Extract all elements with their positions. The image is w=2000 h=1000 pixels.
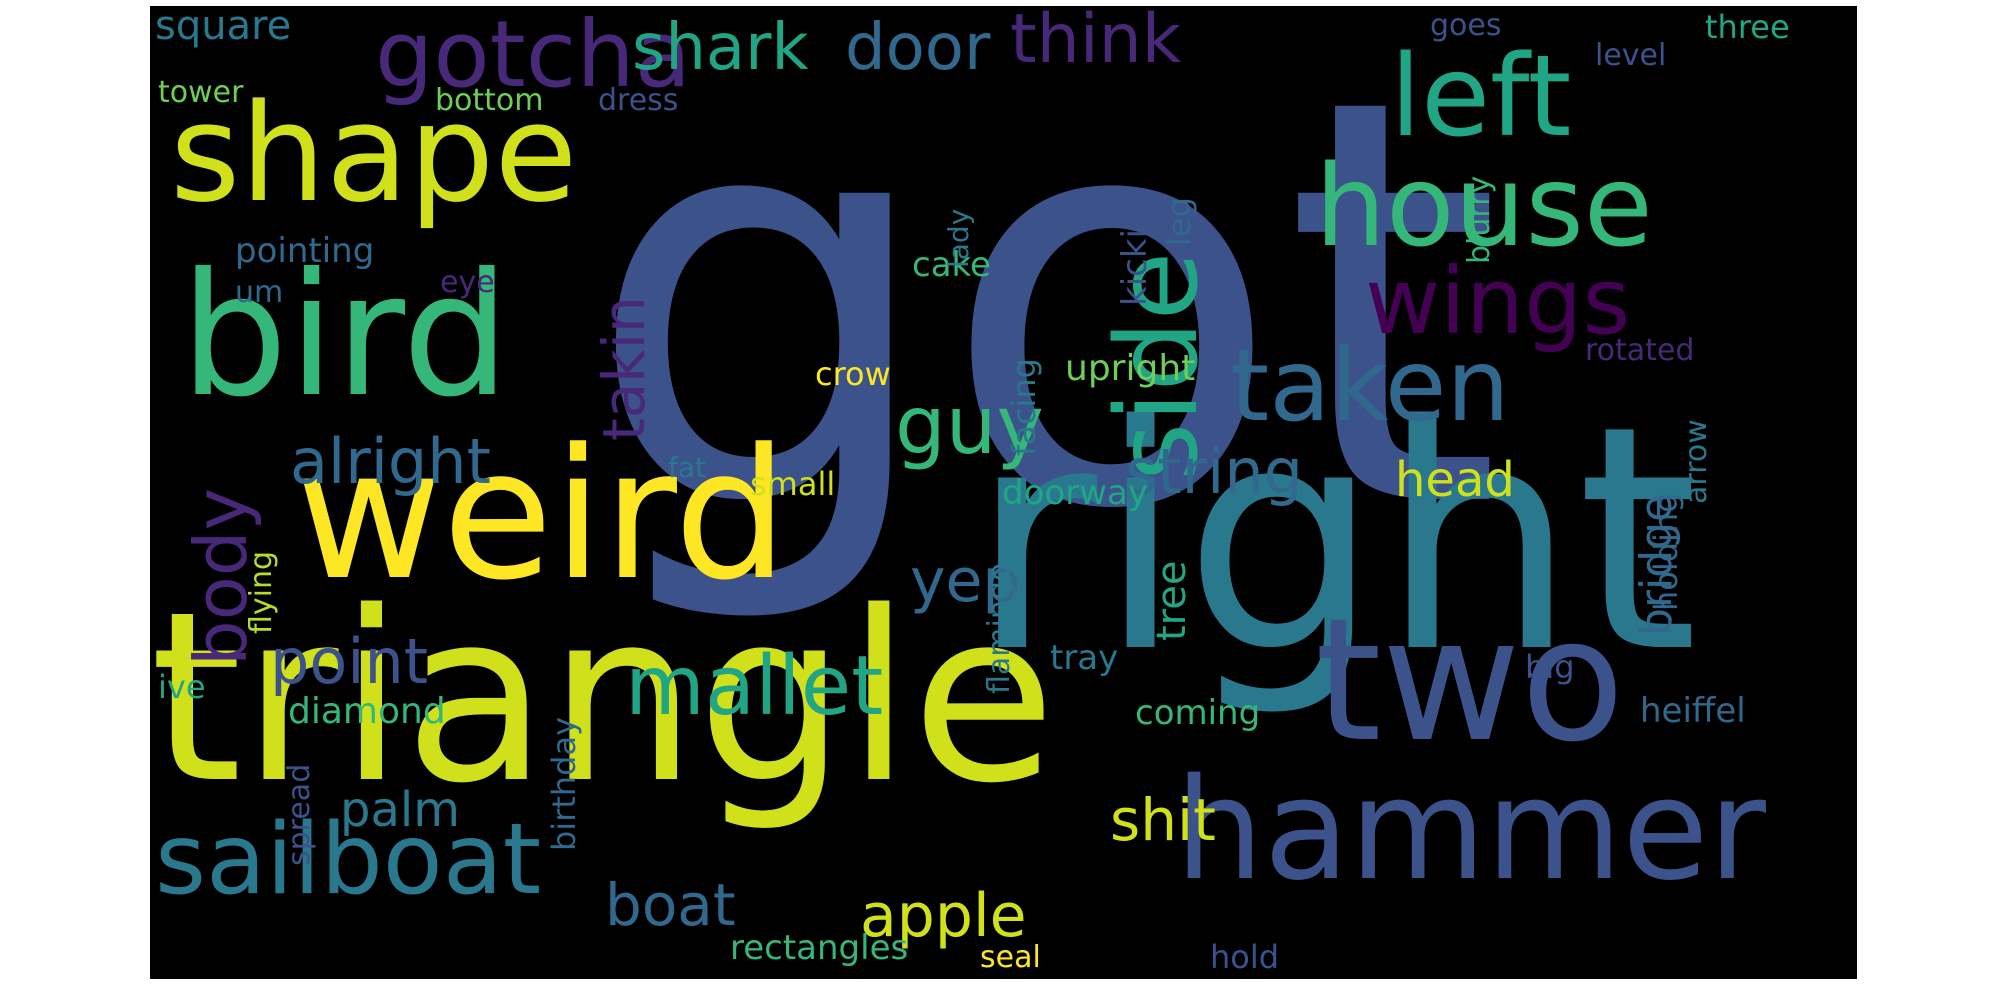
word: doorway — [1002, 473, 1148, 513]
word: house — [1315, 142, 1653, 272]
word: lady — [942, 208, 975, 268]
word: boat — [605, 871, 736, 939]
word: ive — [158, 668, 206, 706]
word: eye — [440, 265, 495, 300]
word: heiffel — [1640, 691, 1746, 731]
word: small — [750, 465, 836, 503]
word: dress — [598, 83, 679, 118]
word: mallet — [625, 639, 884, 734]
word: kicking — [1115, 185, 1155, 306]
word: yep — [910, 546, 1021, 616]
word: three — [1705, 8, 1790, 46]
word: door — [845, 11, 991, 85]
word: seal — [980, 940, 1041, 975]
word: palm — [340, 782, 460, 838]
word: arrow — [1679, 419, 1714, 504]
word: crow — [815, 355, 891, 393]
word: alright — [290, 425, 491, 498]
word: shark — [632, 11, 809, 85]
word: right — [970, 360, 1699, 721]
word: bottom — [435, 83, 544, 118]
word: level — [1595, 38, 1667, 73]
word: think — [1010, 6, 1182, 79]
word: leg — [1160, 197, 1198, 246]
word: rotated — [1585, 333, 1695, 368]
word: two — [1315, 582, 1625, 780]
word: diamond — [288, 691, 446, 732]
word: weird — [295, 411, 789, 620]
word: head — [1395, 452, 1515, 508]
word: hold — [1210, 938, 1280, 976]
word: bird — [180, 237, 510, 435]
word: takin — [590, 296, 658, 441]
word: spread — [282, 763, 317, 866]
word: um — [235, 275, 284, 310]
word: wings — [1365, 248, 1631, 355]
word: cake — [912, 245, 991, 285]
word: birthday — [545, 716, 583, 851]
word-cloud: got right triangle weird bird shape two … — [150, 6, 1857, 979]
word: rectangles — [730, 928, 909, 968]
word: blurry — [1462, 175, 1497, 264]
word: square — [155, 6, 292, 49]
word: sailboat — [155, 803, 542, 917]
word: string — [1125, 435, 1303, 508]
word: coming — [1135, 693, 1261, 733]
word: facing — [1005, 358, 1043, 456]
word: hammer — [1175, 749, 1766, 912]
word: tray — [1050, 638, 1119, 678]
word: gotcha — [375, 6, 692, 108]
word: goes — [1430, 8, 1502, 43]
word: taken — [1230, 327, 1510, 444]
word: flamingo — [982, 562, 1017, 694]
word: flying — [244, 550, 279, 634]
word: left — [1390, 32, 1572, 162]
word: fat — [668, 451, 706, 484]
word: big — [1525, 648, 1575, 686]
word: shape — [170, 75, 578, 232]
word: triangle — [150, 562, 1057, 835]
word: holding — [1647, 492, 1685, 611]
word: tree — [1149, 560, 1195, 641]
word: tower — [158, 75, 244, 110]
word: shit — [1110, 786, 1216, 854]
word: guy — [895, 379, 1044, 472]
word: got — [585, 6, 1503, 632]
word: pointing — [235, 231, 375, 271]
word: apple — [860, 881, 1027, 951]
word: upright — [1065, 348, 1196, 389]
word: point — [270, 625, 429, 698]
